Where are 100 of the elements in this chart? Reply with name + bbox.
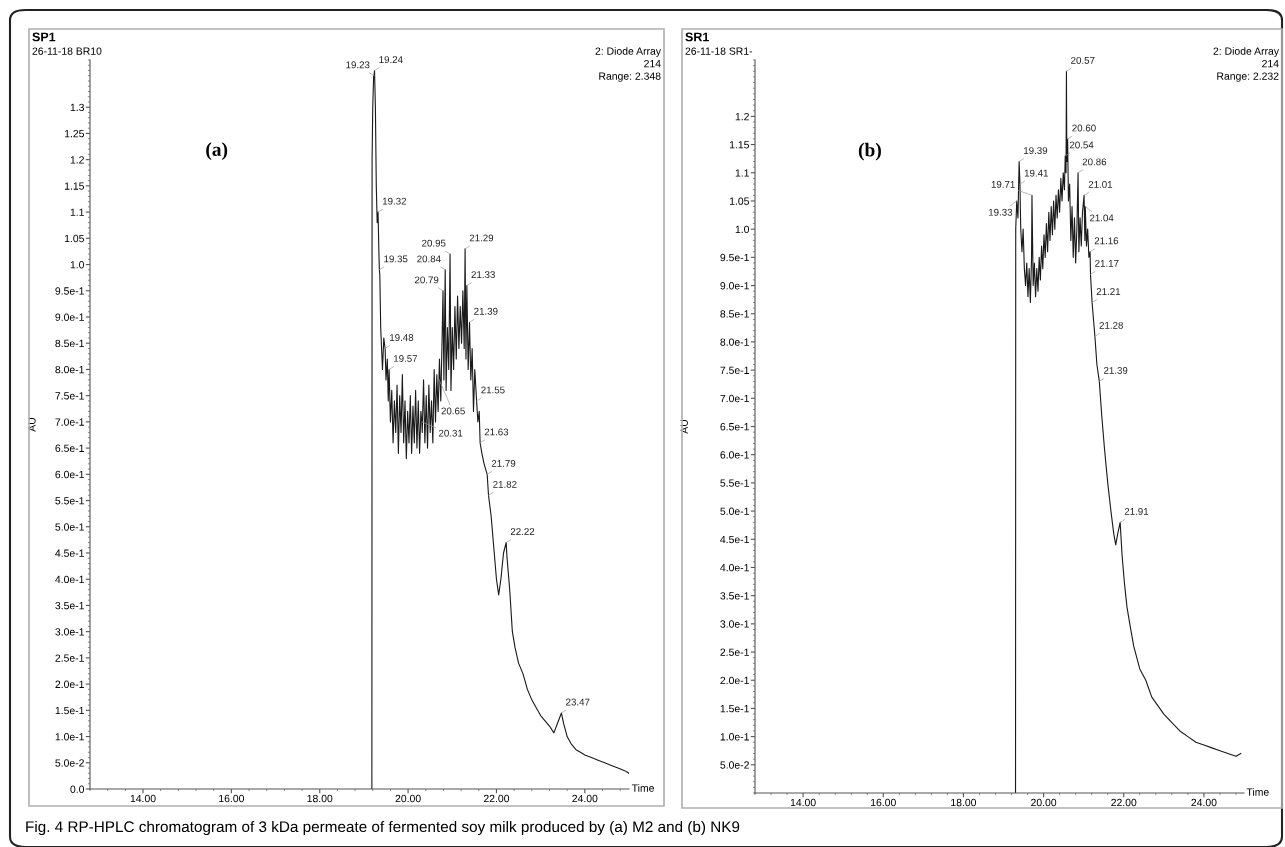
y-tick-label: 9.0e-1: [720, 282, 749, 290]
annotation: 19.48: [390, 334, 414, 341]
annotation: (b): [858, 142, 881, 161]
y-tick-label: 1.0e-1: [55, 733, 84, 741]
y-tick-label: 1.05: [729, 197, 750, 205]
y-tick-label: 6.5e-1: [720, 423, 749, 431]
annotation: 19.23: [346, 61, 370, 69]
text: 214: [644, 59, 661, 68]
annotation: 20.54: [1069, 141, 1094, 149]
y-tick-label: 5.0e-1: [55, 523, 84, 531]
annotation: 21.04: [1089, 214, 1114, 222]
annotation: 19.32: [382, 197, 407, 205]
y-tick-label: 1.2: [735, 112, 749, 121]
y-tick-label: 1.05: [64, 234, 85, 243]
annotation: Range: 2.348: [599, 72, 661, 82]
annotation: 19.33: [988, 208, 1013, 216]
y-tick-label: 5.0e-1: [720, 507, 749, 515]
y-tick-label: 1.5e-1: [720, 705, 749, 713]
annotation: Range: 2.232: [1217, 72, 1279, 82]
y-tick-label: 4.0e-1: [55, 575, 84, 584]
y-tick-label: 8.5e-1: [55, 339, 84, 348]
y-tick-label: 3.0e-1: [55, 628, 84, 636]
y-tick-label: 1.0: [735, 225, 750, 234]
annotation: 21.82: [493, 480, 517, 488]
annotation: 21.17: [1095, 259, 1119, 267]
annotation: 21.39: [474, 307, 498, 315]
text: 26-11-18 BR10: [32, 47, 102, 55]
y-tick-label: 9.0e-1: [55, 313, 84, 321]
y-tick-label: 6.5e-1: [55, 444, 84, 452]
annotation: 21.29: [469, 234, 494, 242]
y-tick-label: 3.5e-1: [720, 592, 749, 600]
y-tick-label: 1.2: [70, 156, 84, 164]
text: SP1: [32, 32, 56, 42]
text: 214: [1262, 59, 1279, 68]
y-tick-label: 1.1: [735, 169, 749, 177]
y-tick-label: 7.0e-1: [55, 418, 84, 426]
x-tick-label: 14.00: [130, 794, 156, 803]
annotation: 21.39: [1103, 367, 1128, 374]
annotation: 19.39: [1024, 147, 1048, 155]
x-tick-label: 24.00: [1191, 798, 1217, 807]
annotation: 21.16: [1094, 237, 1119, 245]
y-tick-label: 8.0e-1: [720, 338, 749, 346]
annotation: 19.41: [1024, 169, 1048, 177]
y-tick-label: 4.5e-1: [720, 535, 749, 544]
y-tick-label: 8.0e-1: [55, 365, 84, 374]
annotation: 21.28: [1099, 321, 1123, 329]
x-tick-label: 22.00: [1111, 798, 1137, 807]
annotation: 19.71: [991, 180, 1015, 188]
x-axis-title: Time: [1246, 788, 1269, 796]
annotation: 20.57: [1071, 56, 1095, 64]
y-tick-label: 2.0e-1: [720, 676, 749, 685]
y-tick-label: 1.15: [64, 182, 85, 190]
annotation: (a): [206, 142, 228, 160]
annotation: 21.33: [471, 271, 495, 279]
annotation: 21.01: [1088, 180, 1113, 188]
y-tick-label: 0.0: [70, 785, 85, 793]
annotation: 19.24: [379, 56, 403, 64]
annotation: 21.55: [481, 386, 505, 394]
y-tick-label: 7.5e-1: [55, 392, 84, 400]
y-tick-label: 9.5e-1: [55, 287, 84, 295]
annotation: 20.79: [415, 276, 439, 284]
annotation: 23.47: [566, 698, 590, 706]
x-tick-label: 16.00: [871, 798, 896, 807]
annotation: 20.65: [441, 407, 465, 415]
x-tick-label: 20.00: [1031, 798, 1057, 807]
x-tick-label: 18.00: [951, 798, 977, 807]
annotation: 19.57: [394, 355, 418, 362]
caption: Fig. 4 RP-HPLC chromatogram of 3 kDa permeate of fermented soy milk produced by (a) M2 and (b) NK9: [26, 820, 740, 836]
x-tick-label: 14.00: [790, 798, 816, 807]
text: 2: Diode Array: [1213, 47, 1279, 57]
y-tick-label: 2.0e-1: [55, 680, 84, 688]
x-tick-label: 18.00: [307, 794, 333, 803]
y-tick-label: 5.0e-2: [55, 759, 84, 767]
y-tick-label: 1.0e-1: [720, 733, 749, 741]
y-tick-label: 6.0e-1: [720, 451, 749, 459]
y-tick-label: 1.25: [64, 129, 85, 138]
x-axis-title: Time: [631, 784, 654, 792]
y-tick-label: 8.5e-1: [720, 310, 749, 318]
y-tick-label: 1.3: [70, 103, 84, 112]
y-tick-label: 5.5e-1: [55, 497, 84, 505]
annotation: 20.95: [422, 239, 446, 247]
text: 26-11-18 SR1-: [685, 47, 753, 55]
y-tick-label: 3.0e-1: [720, 620, 749, 628]
y-tick-label: 2.5e-1: [55, 654, 84, 662]
y-tick-label: 4.0e-1: [720, 563, 749, 572]
y-tick-label: 6.0e-1: [55, 470, 84, 479]
y-tick-label: 3.5e-1: [55, 601, 84, 610]
annotation: 21.21: [1096, 288, 1121, 295]
y-tick-label: 7.5e-1: [720, 366, 749, 374]
annotation: 20.60: [1072, 124, 1096, 132]
y-tick-label: 1.0: [70, 261, 85, 269]
x-tick-label: 24.00: [572, 794, 598, 803]
y-tick-label: 5.0e-2: [720, 761, 749, 769]
y-axis-title: AU: [680, 420, 688, 434]
y-tick-label: 1.15: [729, 141, 750, 149]
y-tick-label: 1.5e-1: [55, 706, 84, 715]
text: SR1: [685, 32, 709, 42]
annotation: 22.22: [510, 528, 535, 535]
y-tick-label: 9.5e-1: [720, 253, 749, 262]
y-axis-title: AU: [28, 418, 36, 432]
